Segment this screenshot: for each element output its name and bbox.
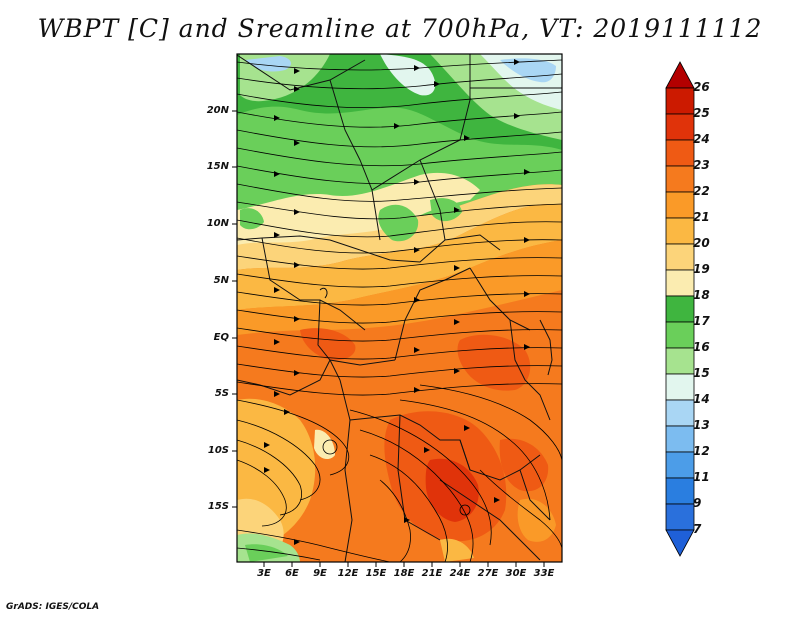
lat-label: 5S (214, 388, 229, 399)
lat-label: 10N (206, 218, 229, 229)
colorbar-label: 20 (693, 236, 710, 250)
lat-label: 20N (206, 105, 229, 116)
streamlines (237, 59, 562, 562)
lon-label: 21E (421, 568, 443, 579)
lon-label: 9E (313, 568, 327, 579)
wbpt-field (237, 54, 562, 562)
colorbar-label: 18 (693, 288, 710, 302)
colorbar-label: 7 (693, 522, 702, 536)
colorbar-label: 25 (693, 106, 710, 120)
lat-label: 10S (207, 445, 229, 456)
colorbar-label: 22 (693, 184, 710, 198)
lon-label: 33E (533, 568, 555, 579)
colorbar-label: 16 (693, 340, 710, 354)
lon-label: 24E (449, 568, 471, 579)
streamline-arrows (264, 59, 530, 545)
colorbar-top-arrow (665, 61, 695, 89)
colorbar-label: 12 (693, 444, 710, 458)
lat-label: EQ (213, 332, 229, 343)
lon-label: 30E (505, 568, 527, 579)
colorbar-label: 21 (693, 210, 710, 224)
colorbar-label: 23 (693, 158, 710, 172)
lat-label: 5N (213, 275, 229, 286)
map-title: WBPT [C] and Sreamline at 700hPa, VT: 20… (37, 14, 763, 43)
colorbar-label: 14 (693, 392, 710, 406)
lon-label: 6E (285, 568, 299, 579)
colorbar-label: 19 (693, 262, 710, 276)
lon-label: 3E (257, 568, 271, 579)
lat-label: 15N (206, 161, 229, 172)
colorbar-label: 15 (693, 366, 710, 380)
axis-ticks (232, 110, 545, 567)
lat-label: 15S (207, 501, 229, 512)
lon-label: 27E (477, 568, 499, 579)
colorbar-label: 24 (693, 132, 710, 146)
lon-label: 18E (393, 568, 415, 579)
colorbar-label: 11 (693, 470, 710, 484)
colorbar-label: 13 (693, 418, 710, 432)
lon-label: 15E (365, 568, 387, 579)
colorbar-label: 17 (693, 314, 710, 328)
map-frame (236, 53, 563, 563)
colorbar-bottom-arrow (665, 529, 695, 557)
colorbar-label: 9 (693, 496, 702, 510)
colorbar (665, 61, 695, 557)
lon-label: 12E (337, 568, 359, 579)
footer-credit: GrADS: IGES/COLA (6, 602, 100, 612)
colorbar-label: 26 (693, 80, 710, 94)
country-borders (237, 54, 562, 562)
